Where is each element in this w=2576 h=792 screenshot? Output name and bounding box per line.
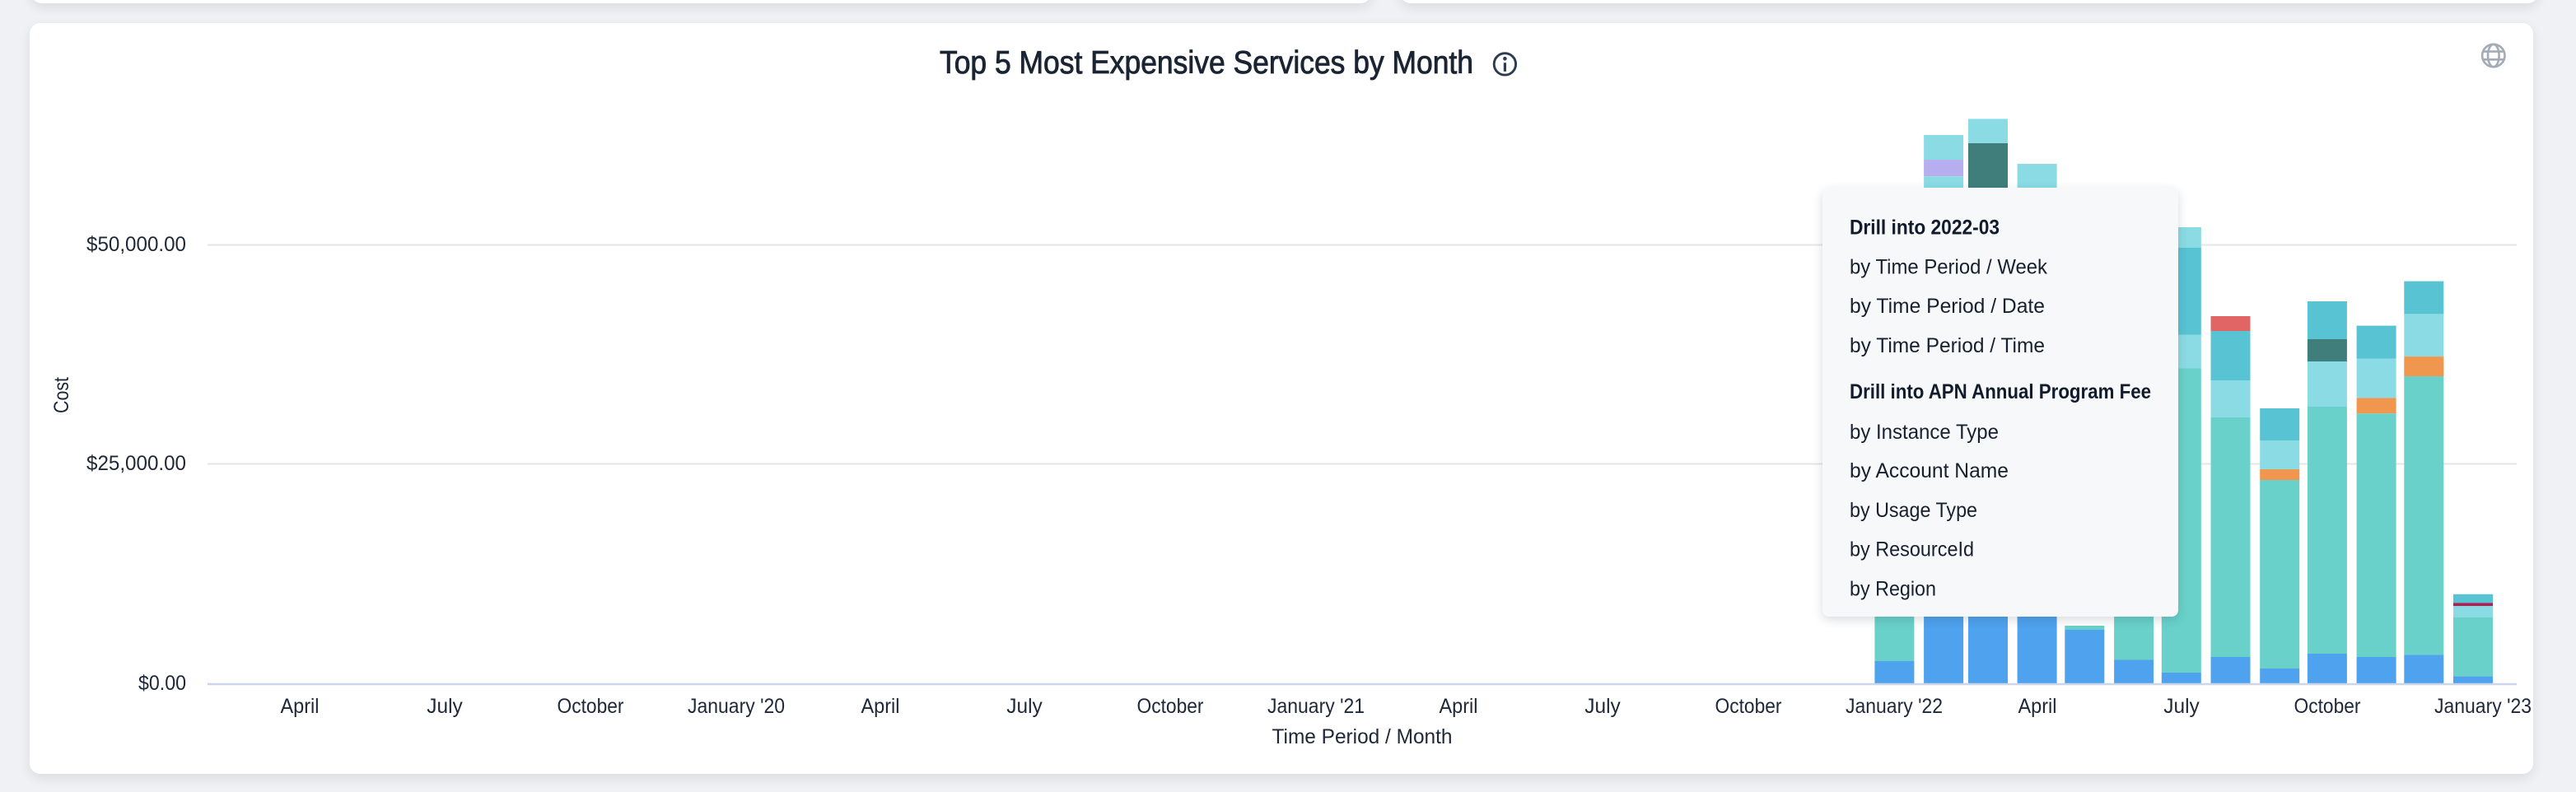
svg-text:July: July <box>1584 695 1621 718</box>
svg-text:October: October <box>1137 695 1204 718</box>
svg-text:$25,000.00: $25,000.00 <box>86 452 186 475</box>
svg-text:by ResourceId: by ResourceId <box>1850 538 1974 561</box>
svg-text:Drill into APN Annual Program: Drill into APN Annual Program Fee <box>1850 380 2151 403</box>
svg-text:by Time Period / Date: by Time Period / Date <box>1850 295 2045 318</box>
svg-text:$50,000.00: $50,000.00 <box>86 233 186 256</box>
svg-text:Top 5 Most Expensive Services: Top 5 Most Expensive Services by Month <box>940 45 1473 81</box>
svg-text:Time Period / Month: Time Period / Month <box>1272 725 1453 748</box>
svg-text:April: April <box>861 695 900 718</box>
svg-text:July: July <box>1006 695 1043 718</box>
svg-text:January '23: January '23 <box>2434 695 2532 718</box>
svg-text:April: April <box>281 695 320 718</box>
svg-text:October: October <box>2294 695 2361 718</box>
svg-text:January '21: January '21 <box>1267 695 1365 718</box>
svg-text:$0.00: $0.00 <box>138 672 186 695</box>
svg-text:July: July <box>2163 695 2200 718</box>
svg-text:by Time Period / Week: by Time Period / Week <box>1850 256 2047 279</box>
svg-text:January '20: January '20 <box>688 695 785 718</box>
svg-text:by Account Name: by Account Name <box>1850 459 2009 482</box>
svg-text:Cost: Cost <box>50 377 73 413</box>
svg-text:January '22: January '22 <box>1846 695 1943 718</box>
svg-text:by Time Period / Time: by Time Period / Time <box>1850 334 2045 357</box>
svg-text:July: July <box>427 695 463 718</box>
svg-text:by Instance Type: by Instance Type <box>1850 421 1999 444</box>
svg-text:by Region: by Region <box>1850 578 1936 601</box>
svg-text:Drill into 2022-03: Drill into 2022-03 <box>1850 216 2000 239</box>
svg-text:April: April <box>2018 695 2057 718</box>
svg-text:by Usage Type: by Usage Type <box>1850 499 1977 522</box>
svg-text:October: October <box>558 695 624 718</box>
svg-text:April: April <box>1440 695 1478 718</box>
svg-text:October: October <box>1715 695 1782 718</box>
